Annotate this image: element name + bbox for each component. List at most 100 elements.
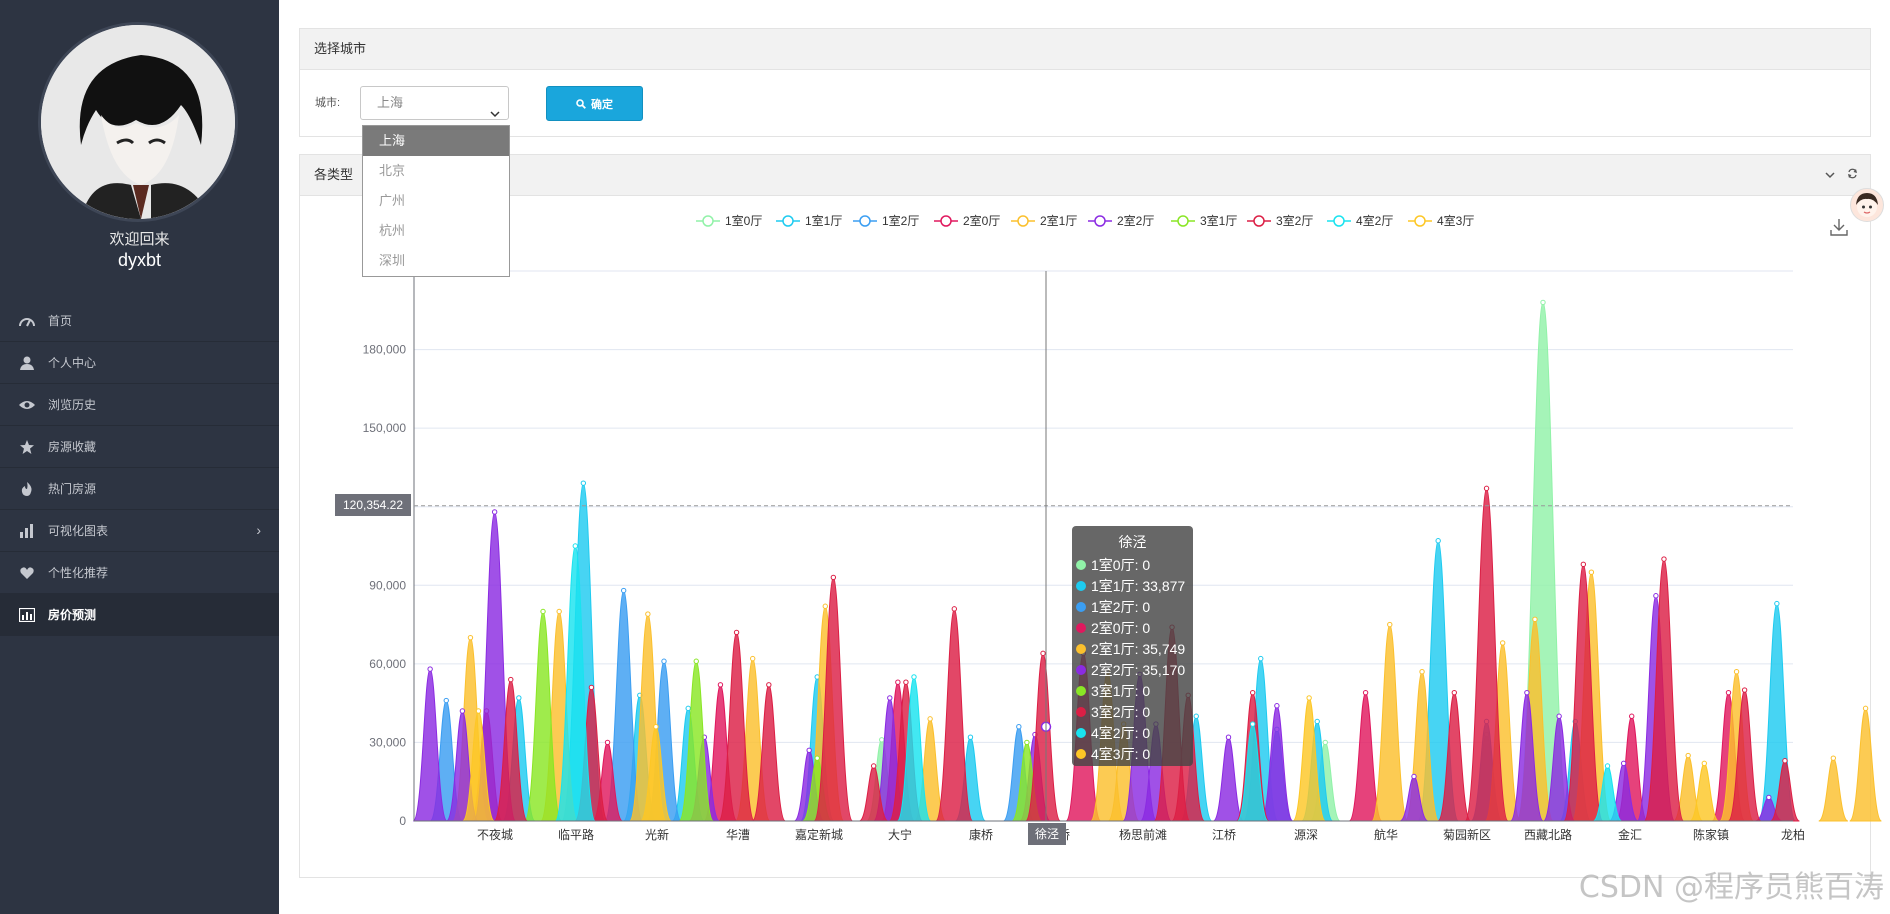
city-label: 城市: bbox=[315, 97, 341, 109]
city-panel: 选择城市 城市: 上海 确定 bbox=[299, 28, 1871, 137]
sidebar-item-history[interactable]: 浏览历史 bbox=[0, 384, 279, 426]
data-point bbox=[427, 666, 433, 672]
chart-tooltip: 徐泾 1室0厅: 0 1室1厅: 33,877 1室2厅: 0 2室0厅: 0 2室1厅… bbox=[1072, 526, 1193, 766]
tooltip-color-dot bbox=[1076, 622, 1086, 633]
download-icon[interactable] bbox=[1830, 218, 1848, 241]
legend-marker bbox=[702, 215, 714, 227]
sidebar-item-hot[interactable]: 热门房源 bbox=[0, 468, 279, 510]
data-point bbox=[814, 755, 820, 761]
tooltip-row: 3室1厅: 0 bbox=[1076, 680, 1189, 701]
sidebar-item-recommend[interactable]: 个性化推荐 bbox=[0, 552, 279, 594]
tooltip-row: 2室2厅: 35,170 bbox=[1076, 659, 1189, 680]
city-option[interactable]: 杭州 bbox=[379, 223, 406, 238]
city-option[interactable]: 广州 bbox=[379, 193, 406, 208]
city-option[interactable]: 北京 bbox=[379, 163, 406, 178]
city-option[interactable]: 深圳 bbox=[379, 253, 406, 268]
collapse-icon[interactable] bbox=[1825, 155, 1835, 195]
sidebar-item-profile[interactable]: 个人中心 bbox=[0, 342, 279, 384]
data-point bbox=[1685, 752, 1691, 759]
sidebar: 欢迎回来 dyxbt 首页 个人中心 浏览历史 房源收藏 热门房源 可视化图表 … bbox=[0, 0, 279, 914]
data-point bbox=[1306, 695, 1312, 701]
tooltip-row: 2室1厅: 35,749 bbox=[1076, 638, 1189, 659]
data-point bbox=[1040, 650, 1046, 657]
city-option[interactable]: 上海 bbox=[363, 126, 509, 156]
tooltip-row-text: 2室1厅: 35,749 bbox=[1091, 640, 1186, 657]
x-tick-label: 金汇 bbox=[1618, 827, 1642, 842]
chart-axes: 030,00060,00090,000120,000150,000180,000… bbox=[363, 271, 1805, 842]
sidebar-item-label: 首页 bbox=[48, 314, 73, 328]
sidebar-item-label: 房价预测 bbox=[48, 608, 97, 622]
tooltip-row-text: 3室1厅: 0 bbox=[1091, 682, 1151, 699]
data-point bbox=[1435, 538, 1441, 544]
city-select[interactable]: 上海 bbox=[360, 86, 509, 120]
sidebar-item-favorites[interactable]: 房源收藏 bbox=[0, 426, 279, 468]
data-point bbox=[572, 543, 578, 549]
data-point bbox=[750, 655, 756, 662]
sidebar-item-home[interactable]: 首页 bbox=[0, 300, 279, 342]
assistant-avatar[interactable] bbox=[1850, 188, 1884, 222]
data-point bbox=[951, 606, 958, 612]
sidebar-item-label: 房源收藏 bbox=[48, 440, 97, 454]
star-icon bbox=[18, 438, 36, 456]
x-tick-label: 龙柏 bbox=[1781, 827, 1805, 842]
legend-label: 4室2厅 bbox=[1356, 213, 1393, 228]
data-point bbox=[1258, 655, 1264, 662]
tooltip-row-text: 4室3厅: 0 bbox=[1091, 745, 1151, 762]
legend-label: 1室1厅 bbox=[805, 213, 842, 228]
data-point bbox=[1661, 556, 1667, 562]
legend-label: 2室0厅 bbox=[963, 213, 1000, 228]
y-tick-label: 90,000 bbox=[369, 578, 406, 592]
data-point bbox=[1411, 773, 1417, 780]
eye-icon bbox=[18, 396, 36, 414]
chart-panel-title: 各类型 bbox=[314, 167, 354, 182]
data-point bbox=[604, 739, 611, 746]
x-tick-label: 大宁 bbox=[888, 827, 912, 842]
data-point bbox=[1774, 600, 1780, 607]
x-tick-label: 菊园新区 bbox=[1443, 827, 1491, 842]
data-point bbox=[540, 608, 546, 615]
sidebar-item-prediction[interactable]: 房价预测 bbox=[0, 594, 279, 636]
data-point bbox=[1016, 724, 1022, 730]
chart-legend: 1室0厅 1室1厅 1室2厅 2室0厅 2室1厅 2室2厅 3室1厅 3室2厅 4室2厅 4室3厅 bbox=[696, 213, 1474, 228]
data-point bbox=[806, 747, 812, 753]
tooltip-row-text: 2室2厅: 35,170 bbox=[1091, 661, 1186, 678]
tooltip-row: 4室2厅: 0 bbox=[1076, 722, 1189, 743]
sidebar-item-label: 个人中心 bbox=[48, 356, 97, 370]
legend-marker bbox=[940, 215, 952, 227]
tooltip-color-dot bbox=[1076, 580, 1086, 591]
tooltip-row-text: 1室2厅: 0 bbox=[1091, 598, 1151, 615]
tooltip-color-dot bbox=[1076, 706, 1086, 717]
tooltip-row: 2室0厅: 0 bbox=[1076, 617, 1189, 638]
heart-icon bbox=[18, 564, 36, 582]
chart-panel-head: 各类型 bbox=[300, 155, 1870, 196]
sidebar-item-label: 浏览历史 bbox=[48, 398, 97, 412]
y-tick-label: 30,000 bbox=[369, 735, 406, 749]
data-point bbox=[967, 734, 974, 740]
tooltip-row: 1室1厅: 33,877 bbox=[1076, 575, 1189, 596]
fire-icon bbox=[18, 480, 36, 498]
refresh-icon[interactable] bbox=[1847, 155, 1858, 195]
sidebar-item-charts[interactable]: 可视化图表 › bbox=[0, 510, 279, 552]
data-point bbox=[1725, 689, 1732, 696]
data-point bbox=[1524, 689, 1530, 696]
dashboard-icon bbox=[18, 312, 36, 330]
x-tick-label: 江桥 bbox=[1212, 828, 1236, 842]
data-point bbox=[580, 480, 587, 486]
tooltip-color-dot bbox=[1076, 664, 1086, 675]
confirm-button[interactable]: 确定 bbox=[546, 86, 643, 121]
data-point bbox=[1862, 705, 1869, 712]
chevron-down-icon bbox=[490, 98, 500, 130]
data-point bbox=[1387, 621, 1393, 628]
data-point bbox=[588, 684, 595, 691]
data-point bbox=[459, 708, 466, 714]
series-group bbox=[493, 485, 1800, 822]
data-point bbox=[1588, 569, 1595, 575]
sidebar-menu: 首页 个人中心 浏览历史 房源收藏 热门房源 可视化图表 › 个性化推荐 bbox=[0, 300, 279, 636]
user-avatar[interactable] bbox=[38, 22, 238, 222]
x-tick-label: 源深 bbox=[1294, 828, 1318, 842]
city-dropdown: 上海 北京 广州 杭州 深圳 bbox=[362, 125, 510, 277]
series-group bbox=[462, 695, 1720, 822]
tooltip-row: 3室2厅: 0 bbox=[1076, 701, 1189, 722]
data-point bbox=[1556, 713, 1562, 719]
data-point bbox=[927, 716, 933, 722]
